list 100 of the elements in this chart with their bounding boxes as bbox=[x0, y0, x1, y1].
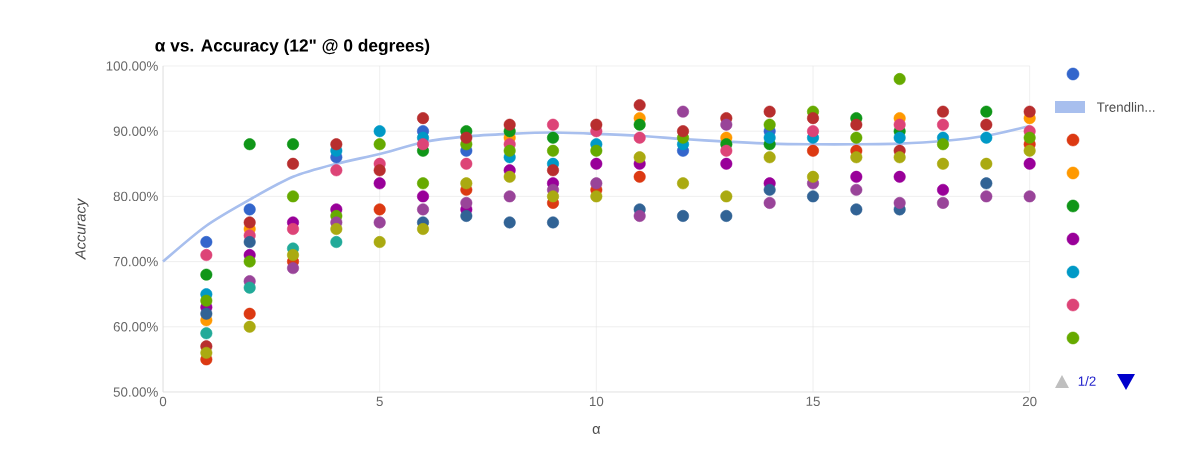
point bbox=[417, 222, 430, 235]
point bbox=[893, 196, 906, 209]
point bbox=[893, 170, 906, 183]
point bbox=[980, 118, 993, 131]
x-tick-label: 15 bbox=[806, 396, 820, 406]
point bbox=[330, 222, 343, 235]
point bbox=[200, 346, 213, 359]
x-tick-label: 20 bbox=[1022, 396, 1037, 407]
point bbox=[547, 216, 560, 229]
chart-title: α vs. Accuracy (12" @ 0 degrees) bbox=[155, 38, 430, 56]
point bbox=[720, 190, 733, 203]
y-tick-label: 50.00% bbox=[113, 387, 158, 397]
point bbox=[287, 249, 300, 262]
point bbox=[287, 222, 300, 235]
point bbox=[330, 164, 343, 177]
point bbox=[373, 203, 386, 216]
point bbox=[937, 138, 949, 151]
y-tick-label: 90.00% bbox=[113, 126, 158, 136]
point bbox=[243, 203, 256, 216]
point bbox=[417, 112, 430, 125]
point bbox=[547, 131, 560, 144]
point bbox=[200, 236, 213, 249]
point bbox=[1023, 131, 1036, 144]
text: 1/2 bbox=[1078, 376, 1096, 386]
point bbox=[850, 131, 863, 144]
point bbox=[850, 203, 863, 216]
point bbox=[373, 138, 386, 151]
point bbox=[590, 190, 603, 203]
y-tick-label: 80.00% bbox=[113, 191, 158, 202]
point bbox=[243, 138, 256, 151]
point bbox=[1023, 157, 1036, 170]
point bbox=[807, 144, 819, 157]
point bbox=[373, 164, 386, 177]
point bbox=[1023, 105, 1036, 118]
point bbox=[547, 190, 560, 203]
point bbox=[677, 209, 690, 222]
point bbox=[633, 170, 646, 183]
point bbox=[503, 216, 516, 229]
y-tick-label: 100.00% bbox=[106, 61, 158, 71]
point bbox=[417, 203, 430, 216]
point bbox=[850, 118, 863, 131]
point bbox=[330, 236, 343, 249]
point bbox=[980, 190, 993, 203]
point bbox=[850, 151, 863, 164]
point bbox=[633, 118, 646, 131]
point bbox=[547, 118, 560, 131]
point bbox=[763, 183, 776, 196]
point bbox=[243, 320, 256, 333]
point bbox=[287, 190, 300, 203]
point bbox=[980, 131, 993, 144]
point bbox=[633, 209, 646, 222]
point bbox=[720, 144, 733, 157]
point bbox=[763, 151, 776, 164]
point bbox=[200, 294, 213, 307]
point bbox=[807, 112, 819, 125]
x-tick-label: 0 bbox=[159, 396, 167, 407]
point bbox=[200, 327, 213, 340]
point bbox=[287, 262, 300, 275]
point bbox=[937, 196, 949, 209]
point bbox=[547, 144, 560, 157]
point bbox=[417, 138, 430, 151]
point bbox=[937, 183, 949, 196]
y-tick-label: 60.00% bbox=[113, 322, 158, 332]
point bbox=[373, 177, 386, 190]
point bbox=[590, 157, 603, 170]
point bbox=[937, 118, 949, 131]
point bbox=[677, 105, 690, 118]
point bbox=[503, 170, 516, 183]
point bbox=[633, 131, 646, 144]
point bbox=[460, 177, 473, 190]
point bbox=[850, 170, 863, 183]
point bbox=[763, 105, 776, 118]
point bbox=[547, 164, 560, 177]
y-tick-label: 70.00% bbox=[113, 256, 158, 267]
point bbox=[807, 170, 819, 183]
point bbox=[937, 157, 949, 170]
point bbox=[893, 118, 906, 131]
point bbox=[763, 118, 776, 131]
point bbox=[980, 177, 993, 190]
point bbox=[807, 190, 819, 203]
y-axis-title: Accuracy bbox=[75, 198, 89, 260]
point bbox=[633, 99, 646, 112]
point bbox=[417, 177, 430, 190]
point bbox=[503, 118, 516, 131]
point bbox=[503, 190, 516, 203]
point bbox=[243, 307, 256, 320]
point bbox=[590, 144, 603, 157]
point bbox=[200, 307, 213, 320]
point bbox=[330, 138, 343, 151]
point bbox=[417, 190, 430, 203]
point bbox=[720, 209, 733, 222]
point bbox=[893, 131, 906, 144]
point bbox=[590, 177, 603, 190]
point bbox=[850, 183, 863, 196]
point bbox=[460, 196, 473, 209]
point bbox=[373, 216, 386, 229]
point bbox=[287, 157, 300, 170]
point bbox=[807, 125, 819, 138]
point bbox=[763, 196, 776, 209]
point bbox=[287, 138, 300, 151]
